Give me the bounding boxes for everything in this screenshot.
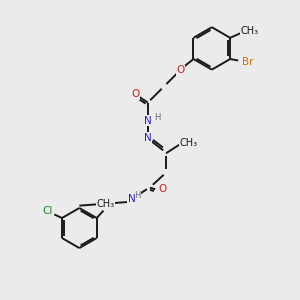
- Text: N: N: [128, 194, 136, 204]
- Text: CH₃: CH₃: [179, 138, 197, 148]
- Text: H: H: [134, 191, 140, 200]
- Text: N: N: [144, 116, 152, 126]
- Text: CH₃: CH₃: [96, 199, 115, 209]
- Text: O: O: [158, 184, 166, 194]
- Text: O: O: [131, 89, 140, 99]
- Text: Br: Br: [242, 57, 254, 67]
- Text: CH₃: CH₃: [241, 26, 259, 36]
- Text: Cl: Cl: [43, 206, 53, 216]
- Text: N: N: [144, 133, 152, 143]
- Text: H: H: [154, 113, 161, 122]
- Text: O: O: [176, 65, 184, 75]
